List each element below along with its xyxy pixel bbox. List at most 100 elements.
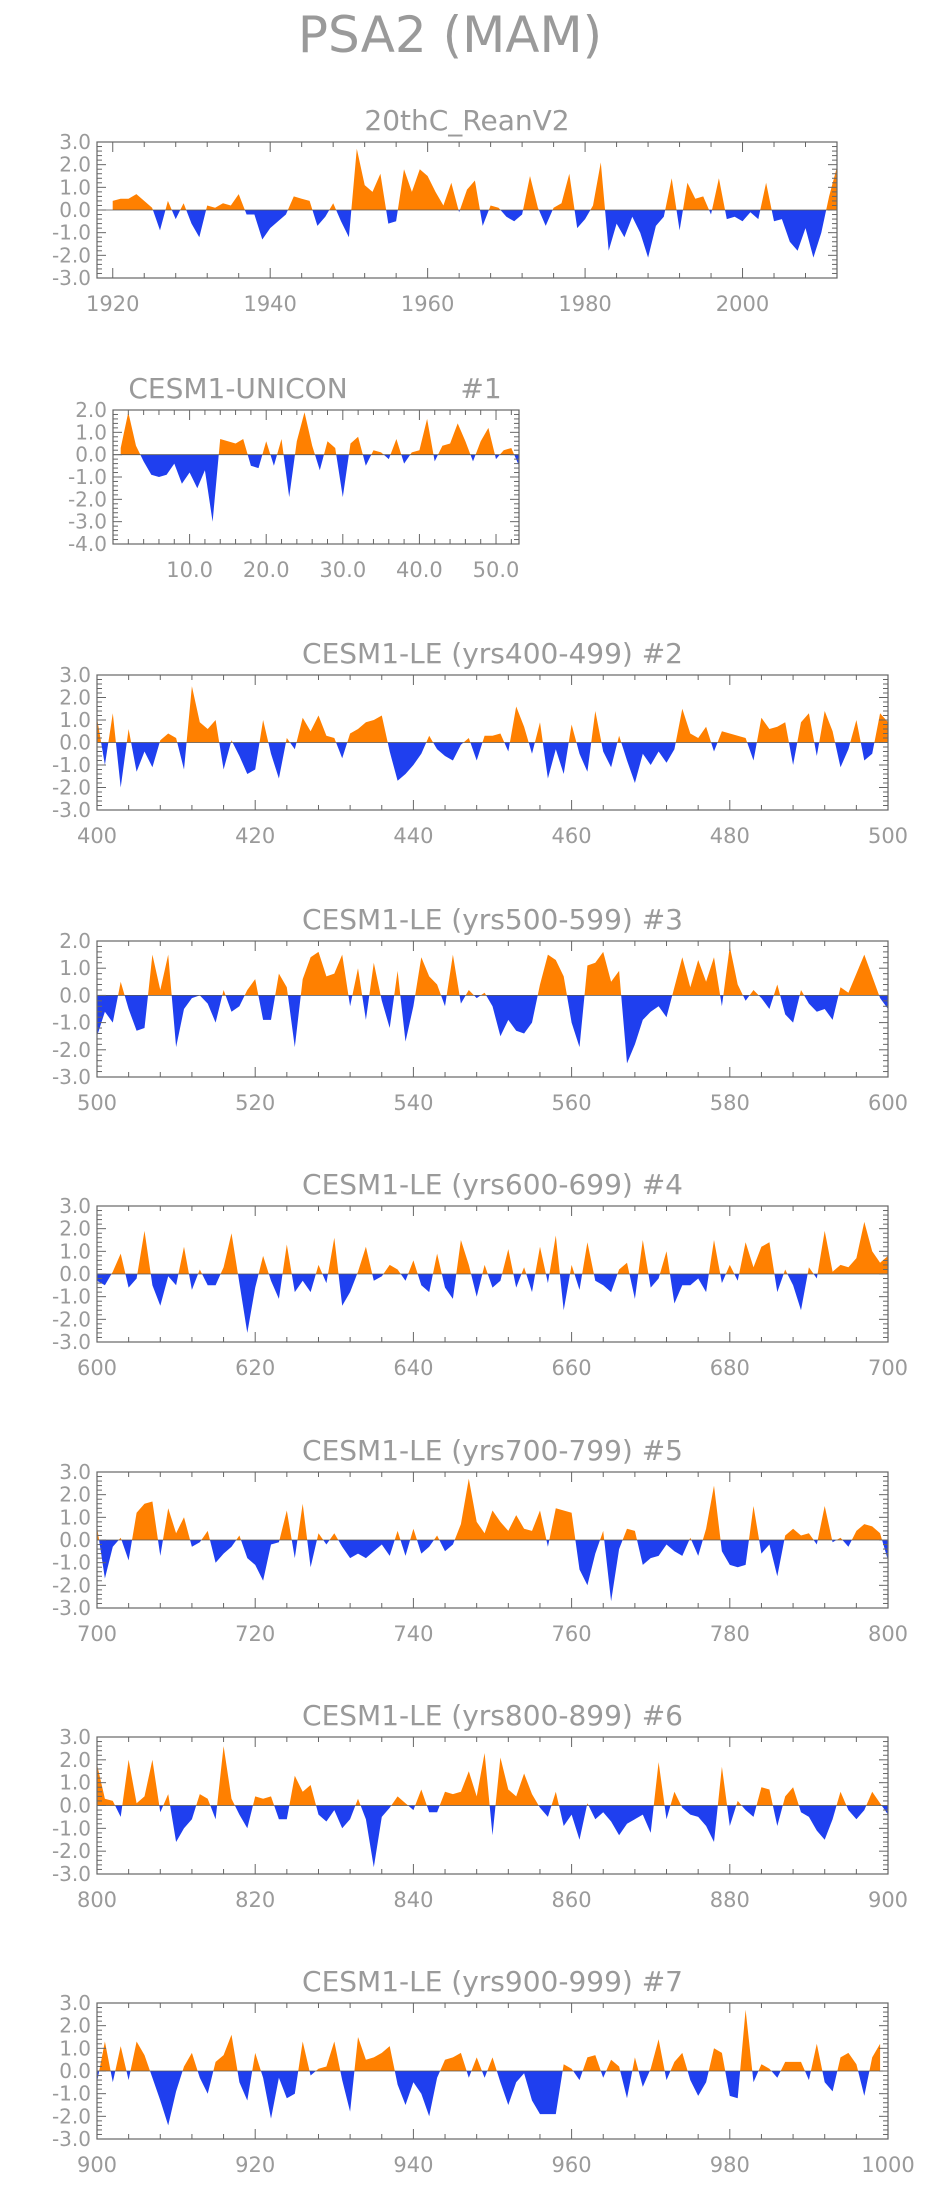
x-tick-label: 20.0: [243, 558, 290, 582]
x-tick-label: 700: [868, 1356, 908, 1380]
y-tick-label: 2.0: [59, 2014, 91, 2038]
figure-title: PSA2 (MAM): [298, 6, 602, 64]
y-tick-label: -1.0: [68, 465, 107, 489]
x-tick-label: 500: [868, 824, 908, 848]
y-tick-label: 3.0: [59, 1460, 91, 1484]
negative-area: [97, 2071, 881, 2126]
y-tick-label: -2.0: [52, 243, 91, 267]
x-tick-label: 880: [710, 1888, 750, 1912]
y-tick-label: 0.0: [59, 198, 91, 222]
negative-area: [112, 210, 837, 258]
y-tick-label: -1.0: [52, 1011, 91, 1035]
chart-title: CESM1-LE (yrs600-699) #4: [302, 1168, 683, 1201]
x-tick-label: 1920: [86, 292, 139, 316]
y-tick-label: -3.0: [52, 1862, 91, 1886]
y-tick-label: -3.0: [52, 1596, 91, 1620]
x-tick-label: 760: [552, 1622, 592, 1646]
y-tick-label: -2.0: [52, 1573, 91, 1597]
x-tick-label: 680: [710, 1356, 750, 1380]
positive-area: [97, 1221, 888, 1274]
x-tick-label: 640: [393, 1356, 433, 1380]
x-tick-label: 1000: [861, 2153, 914, 2177]
plot-frame: [96, 940, 889, 1078]
x-tick-label: 540: [393, 1091, 433, 1115]
series-area: [97, 1478, 888, 1602]
chart-title: 20thC_ReanV2: [364, 104, 569, 137]
y-tick-label: 1.0: [59, 1239, 91, 1263]
x-tick-label: 1940: [243, 292, 296, 316]
chart-title: CESM1-LE (yrs800-899) #6: [302, 1699, 683, 1732]
chart-panel-3: CESM1-LE (yrs400-499) #2 3.02.01.00.0-1.0…: [52, 637, 908, 848]
y-tick-label: 3.0: [59, 130, 91, 154]
series-area: [112, 148, 837, 258]
positive-area: [97, 686, 888, 743]
x-tick-label: 400: [77, 824, 117, 848]
series-area: [97, 1221, 888, 1333]
chart-panel-5: CESM1-LE (yrs600-699) #4 3.02.01.00.0-1.0…: [52, 1168, 908, 1380]
x-tick-label: 980: [710, 2153, 750, 2177]
x-tick-label: 800: [77, 1888, 117, 1912]
x-tick-label: 420: [235, 824, 275, 848]
chart-panel-2: CESM1-UNICON #1 2.01.00.0-1.0-2.0-3.0-4.0 1…: [68, 372, 520, 582]
y-tick-label: -2.0: [52, 2104, 91, 2128]
negative-area: [97, 1540, 888, 1602]
y-tick-label: 1.0: [59, 2036, 91, 2060]
x-tick-label: 660: [552, 1356, 592, 1380]
y-tick-label: -3.0: [68, 510, 107, 534]
x-tick-label: 940: [393, 2153, 433, 2177]
x-tick-label: 460: [552, 824, 592, 848]
y-tick-label: 2.0: [59, 153, 91, 177]
series-area: [97, 946, 888, 1064]
y-tick-label: 1.0: [75, 420, 107, 444]
y-tick-label: 0.0: [59, 983, 91, 1007]
series-area: [97, 686, 888, 788]
y-tick-label: 2.0: [59, 686, 91, 710]
chart-panel-7: CESM1-LE (yrs800-899) #6 3.02.01.00.0-1.0…: [52, 1699, 908, 1912]
x-tick-label: 480: [710, 824, 750, 848]
x-tick-label: 1980: [558, 292, 611, 316]
x-tick-label: 560: [552, 1091, 592, 1115]
x-tick-label: 580: [710, 1091, 750, 1115]
x-tick-label: 820: [235, 1888, 275, 1912]
y-tick-label: -1.0: [52, 1285, 91, 1309]
positive-area: [97, 2009, 881, 2071]
y-tick-label: -1.0: [52, 753, 91, 777]
y-tick-label: 1.0: [59, 1505, 91, 1529]
negative-area: [97, 742, 888, 788]
y-tick-label: 3.0: [59, 1194, 91, 1218]
y-tick-label: -2.0: [52, 776, 91, 800]
y-tick-label: -1.0: [52, 1551, 91, 1575]
x-tick-label: 840: [393, 1888, 433, 1912]
x-tick-label: 900: [868, 1888, 908, 1912]
x-tick-label: 900: [77, 2153, 117, 2177]
x-tick-label: 780: [710, 1622, 750, 1646]
x-tick-label: 720: [235, 1622, 275, 1646]
y-tick-label: 0.0: [59, 2059, 91, 2083]
y-tick-label: -2.0: [52, 1038, 91, 1062]
x-tick-label: 920: [235, 2153, 275, 2177]
y-tick-label: -2.0: [68, 487, 107, 511]
y-tick-label: -2.0: [52, 1307, 91, 1331]
positive-area: [97, 1478, 888, 1540]
positive-area: [97, 1746, 888, 1806]
x-tick-label: 520: [235, 1091, 275, 1115]
y-tick-label: -3.0: [52, 2127, 91, 2151]
series-area: [120, 412, 519, 522]
positive-area: [112, 148, 837, 210]
x-tick-label: 700: [77, 1622, 117, 1646]
y-tick-label: 0.0: [59, 1262, 91, 1286]
y-tick-label: -4.0: [68, 532, 107, 556]
y-tick-label: 2.0: [59, 1748, 91, 1772]
chart-panel-1: 20thC_ReanV2 3.02.01.00.0-1.0-2.0-3.01920…: [52, 104, 838, 316]
y-tick-label: 2.0: [75, 398, 107, 422]
y-tick-label: -3.0: [52, 798, 91, 822]
x-tick-label: 1960: [401, 292, 454, 316]
panels: 20thC_ReanV23.02.01.00.0-1.0-2.0-3.01920…: [52, 104, 915, 2177]
y-tick-label: -3.0: [52, 1330, 91, 1354]
y-tick-label: 0.0: [59, 1528, 91, 1552]
negative-area: [120, 454, 519, 522]
x-tick-label: 2000: [716, 292, 769, 316]
y-tick-label: -3.0: [52, 1065, 91, 1089]
chart-panel-6: CESM1-LE (yrs700-799) #5 3.02.01.00.0-1.0…: [52, 1434, 908, 1646]
chart-panel-8: CESM1-LE (yrs900-999) #7 3.02.01.00.0-1.0…: [52, 1965, 915, 2177]
